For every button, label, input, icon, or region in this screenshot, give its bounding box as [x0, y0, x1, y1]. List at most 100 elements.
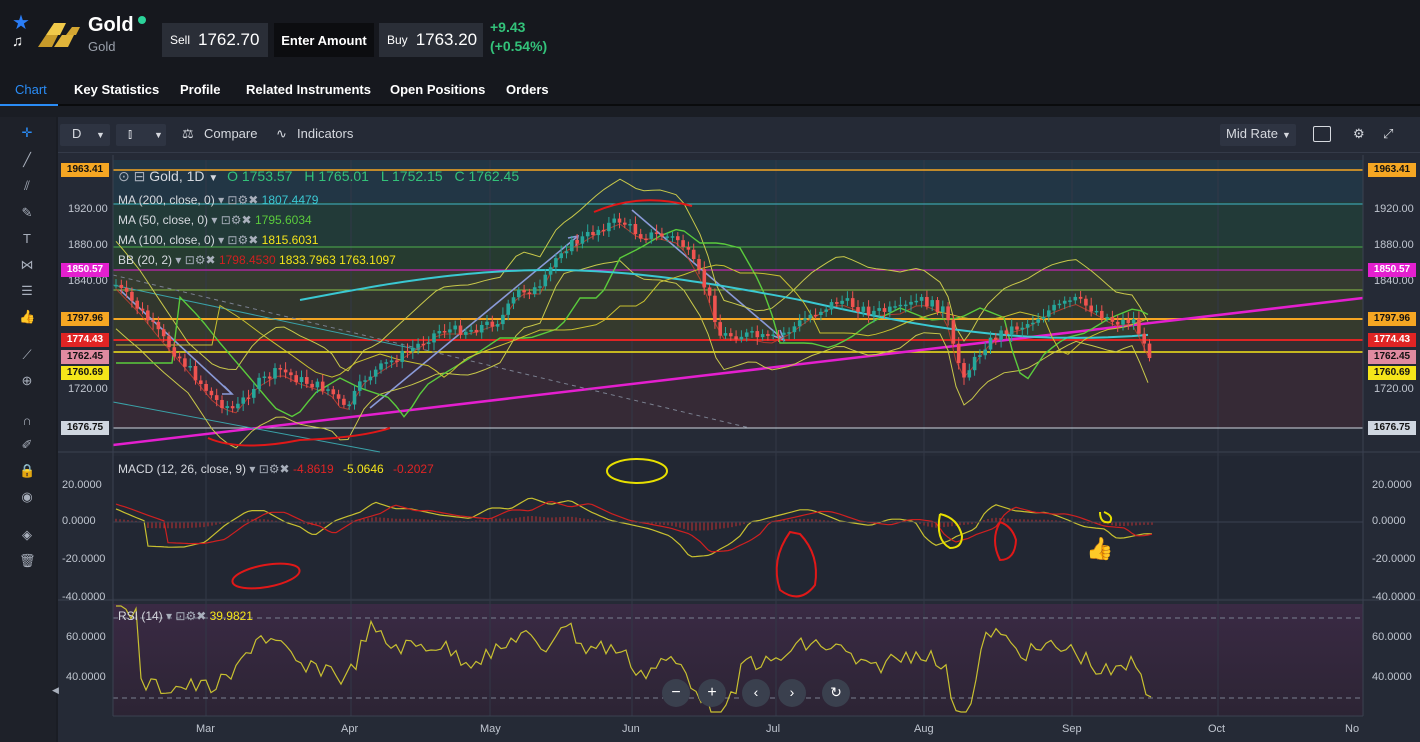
candle-body — [1131, 319, 1136, 324]
candle-body — [177, 356, 182, 359]
rsi-legend[interactable]: RSI (14) ▾ ⊡⚙✖ 39.9821 — [118, 609, 253, 623]
tab-open-positions[interactable]: Open Positions — [390, 82, 486, 97]
rate-select[interactable] — [1220, 124, 1296, 146]
candle-body — [601, 229, 606, 232]
macd-tick-left: -40.0000 — [62, 591, 106, 603]
eye-icon[interactable]: ◉ — [21, 489, 33, 504]
collapse-left-icon[interactable]: ◀ — [52, 685, 59, 695]
bell-icon[interactable]: ♫ — [12, 33, 24, 50]
candle-body — [384, 362, 389, 364]
rsi-tick-left: 40.0000 — [66, 671, 106, 683]
candle-body — [352, 390, 357, 405]
candle-body — [241, 397, 245, 404]
candle-body — [670, 236, 675, 238]
compare-button[interactable]: Compare — [204, 126, 258, 141]
thumbs-up-icon[interactable]: 👍 — [19, 309, 36, 324]
zoom-in-icon[interactable]: + — [698, 679, 726, 707]
fibonacci-icon[interactable]: ☰ — [21, 283, 33, 298]
candle-body — [532, 287, 537, 295]
bb-legend[interactable]: BB (20, 2) ▾ ⊡⚙✖ 1798.4530 1833.7963 176… — [118, 253, 396, 267]
candle-body — [522, 290, 526, 293]
tab-key-statistics[interactable]: Key Statistics — [74, 82, 160, 97]
enter-amount-button[interactable]: Enter Amount — [274, 23, 374, 57]
candle-body — [161, 329, 166, 337]
candle-body — [607, 222, 611, 232]
interval-label: D — [72, 126, 82, 141]
zoom-icon[interactable]: ⊕ — [21, 373, 33, 388]
price-badge-right: 1760.69 — [1368, 366, 1416, 380]
change-percent: (+0.54%) — [490, 38, 548, 54]
buy-label: Buy — [387, 33, 408, 47]
candle-body — [506, 303, 510, 315]
interval-select[interactable] — [60, 124, 110, 146]
collapse-icon[interactable]: ⊙ ⊟ — [118, 168, 150, 184]
macd-signal-value: -5.0646 — [343, 462, 384, 476]
ma50-legend[interactable]: MA (50, close, 0) ▾ ⊡⚙✖ 1795.6034 — [118, 213, 312, 227]
prev-icon[interactable]: ‹ — [742, 679, 770, 707]
candle-body — [835, 302, 839, 304]
candle-body — [326, 389, 330, 391]
buy-button[interactable]: Buy 1763.20 — [379, 23, 483, 57]
chart-nav-controls: − + ‹ › ↻ — [662, 679, 850, 707]
crosshair-icon[interactable]: ✛ — [21, 125, 33, 140]
candle-body — [771, 334, 775, 337]
chart-type-select[interactable] — [116, 124, 166, 146]
candle-body — [654, 232, 659, 234]
star-icon[interactable]: ★ — [12, 12, 30, 34]
pattern-icon[interactable]: ⋈ — [20, 257, 34, 272]
candle-body — [718, 322, 722, 336]
candle-body — [729, 333, 733, 337]
candle-body — [829, 302, 834, 310]
candle-body — [755, 331, 760, 338]
layers-icon[interactable]: ◈ — [22, 527, 32, 542]
price-badge-right: 1797.96 — [1368, 312, 1416, 326]
candle-body — [808, 314, 813, 319]
candle-body — [146, 310, 150, 321]
candle-body — [951, 320, 956, 344]
ma200-legend[interactable]: MA (200, close, 0) ▾ ⊡⚙✖ 1807.4479 — [118, 193, 319, 207]
reset-icon[interactable]: ↻ — [822, 679, 850, 707]
trash-icon[interactable]: 🗑 — [19, 553, 36, 568]
candle-body — [395, 360, 399, 362]
bb-label: BB (20, 2) — [118, 253, 173, 267]
ma100-legend[interactable]: MA (100, close, 0) ▾ ⊡⚙✖ 1815.6031 — [118, 233, 319, 247]
time-tick: Jun — [622, 723, 640, 735]
candles-icon: ⫾ — [128, 126, 133, 141]
candle-body — [723, 333, 728, 336]
brush-icon[interactable]: ✎ — [21, 205, 33, 220]
parallel-lines-icon[interactable]: ⫽ — [24, 178, 30, 193]
price-badge-right: 1762.45 — [1368, 350, 1416, 364]
candle-body — [925, 296, 929, 307]
candle-body — [1089, 305, 1093, 312]
macd-label: MACD (12, 26, close, 9) — [118, 462, 247, 476]
trendline-icon[interactable]: ╱ — [23, 152, 31, 167]
tab-orders[interactable]: Orders — [506, 82, 549, 97]
lock-icon[interactable]: 🔒 — [19, 463, 36, 478]
indicators-button[interactable]: Indicators — [297, 126, 354, 141]
ruler-icon[interactable]: ⟋ — [22, 347, 32, 362]
zoom-out-icon[interactable]: − — [662, 679, 690, 707]
candle-body — [495, 324, 500, 327]
tab-related-instruments[interactable]: Related Instruments — [246, 82, 371, 97]
text-tool-icon[interactable]: T — [23, 231, 31, 246]
screenshot-icon[interactable] — [1313, 126, 1331, 142]
candle-body — [347, 404, 351, 407]
bb-upper-value: 1833.7963 — [279, 253, 336, 267]
symbol-legend: ⊙ ⊟ Gold, 1D ▼ O 1753.57 H 1765.01 L 175… — [118, 168, 519, 185]
candle-body — [628, 223, 632, 226]
gear-icon[interactable]: ⚙ — [1353, 126, 1365, 141]
fullscreen-icon[interactable]: ⤢ — [1383, 126, 1394, 141]
candle-body — [596, 229, 601, 236]
candle-body — [517, 290, 521, 298]
candle-body — [1036, 318, 1040, 323]
candle-body — [479, 324, 484, 333]
sell-button[interactable]: Sell 1762.70 — [162, 23, 268, 57]
instrument-header: ★ ♫ Gold Gold Sell 1762.70 Enter Amount … — [0, 0, 1420, 68]
next-icon[interactable]: › — [778, 679, 806, 707]
tab-profile[interactable]: Profile — [180, 82, 221, 97]
magnet-icon[interactable]: ∩ — [22, 413, 32, 428]
pencil-lock-icon[interactable]: ✐ — [21, 437, 33, 452]
tab-chart[interactable]: Chart — [15, 82, 47, 97]
macd-legend[interactable]: MACD (12, 26, close, 9) ▾ ⊡⚙✖ -4.8619 -5… — [118, 462, 434, 476]
